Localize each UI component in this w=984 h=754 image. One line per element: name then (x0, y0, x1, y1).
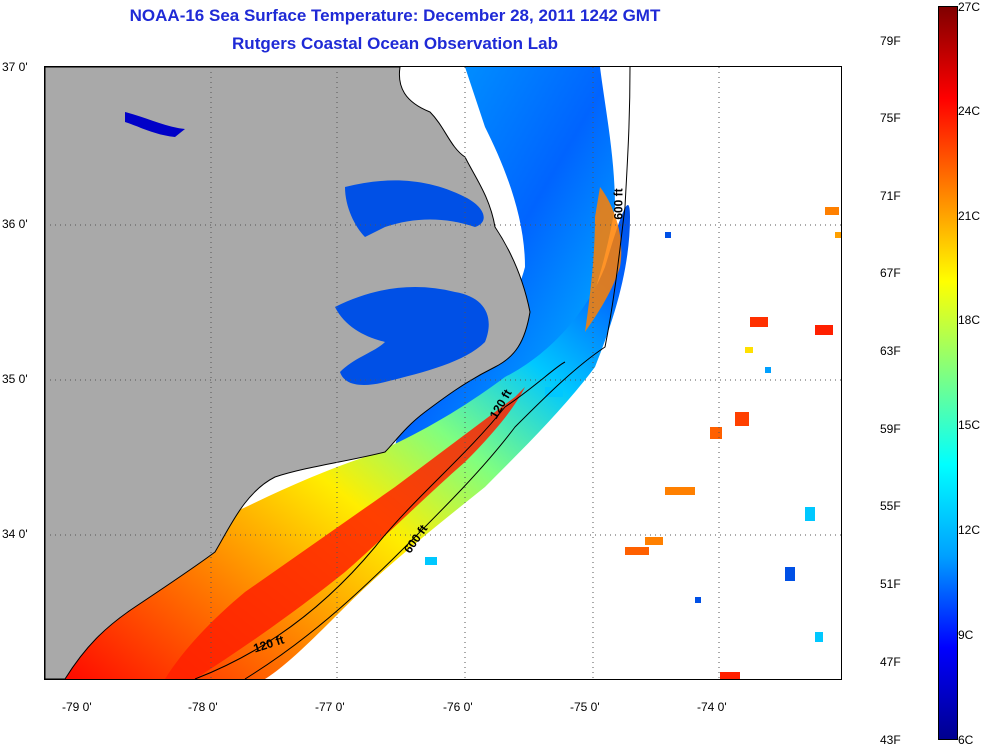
colorbar-f-label: 63F (880, 344, 901, 358)
colorbar-f-label: 67F (880, 266, 901, 280)
colorbar-f-label: 75F (880, 111, 901, 125)
isobath-600ft-line (244, 67, 631, 679)
lon-label: -75 0' (570, 700, 600, 714)
sst-map: 120 ft 600 ft 120 ft 600 ft (44, 66, 842, 680)
colorbar-f-label: 43F (880, 733, 901, 747)
lat-label: 35 0' (2, 372, 28, 386)
map-title: NOAA-16 Sea Surface Temperature: Decembe… (129, 6, 661, 25)
colorbar-c-label: 18C (958, 313, 981, 327)
gulf-stream-core (165, 387, 525, 679)
map-subtitle: Rutgers Coastal Ocean Observation Lab (232, 34, 558, 53)
lon-label: -78 0' (188, 700, 218, 714)
colorbar-c-label: 27C (958, 0, 981, 14)
lon-label: -77 0' (315, 700, 345, 714)
colorbar-f-label: 47F (880, 655, 901, 669)
colorbar-f-label: 59F (880, 422, 901, 436)
lat-label: 37 0' (2, 60, 28, 74)
lat-label: 36 0' (2, 217, 28, 231)
grid-lines (45, 67, 841, 679)
colorbar-f-label: 79F (880, 34, 901, 48)
colorbar-c-label: 12C (958, 523, 981, 537)
colorbar (938, 6, 958, 740)
lon-label: -79 0' (62, 700, 92, 714)
offshore-patches (425, 207, 841, 679)
colorbar-c-label: 9C (958, 628, 974, 642)
isobath-label-600ft-north: 600 ft (611, 188, 626, 220)
lat-label: 34 0' (2, 527, 28, 541)
pamlico-sound (335, 287, 489, 385)
colorbar-c-label: 21C (958, 209, 981, 223)
colorbar-c-label: 24C (958, 104, 981, 118)
colorbar-f-label: 55F (880, 499, 901, 513)
colorbar-c-label: 15C (958, 418, 981, 432)
colorbar-f-label: 71F (880, 189, 901, 203)
inland-river (125, 112, 185, 137)
sst-map-canvas (45, 67, 841, 679)
lon-label: -76 0' (443, 700, 473, 714)
colorbar-c-label: 6C (958, 733, 974, 747)
isobath-120ft-line (194, 361, 566, 679)
lon-label: -74 0' (697, 700, 727, 714)
colorbar-f-label: 51F (880, 577, 901, 591)
gulf-stream-north-warm (585, 187, 622, 332)
albemarle-sound (345, 180, 484, 237)
